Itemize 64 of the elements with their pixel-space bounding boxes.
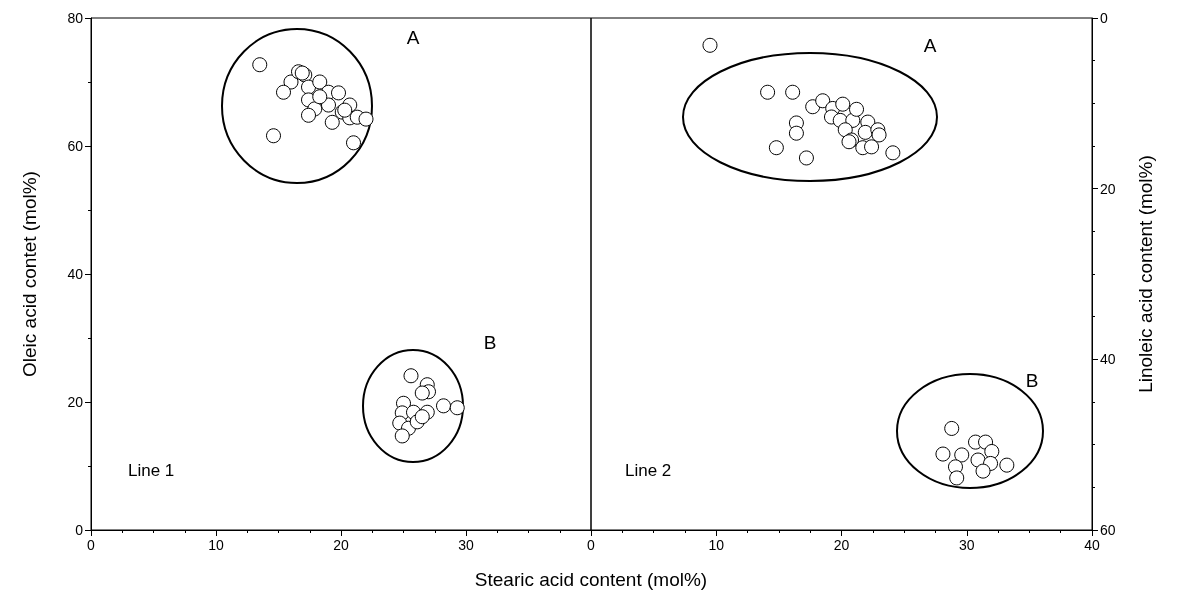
point (312, 74, 328, 90)
point (871, 127, 887, 143)
point (324, 114, 340, 130)
y-axis-title: Oleic acid contet (mol%) (19, 171, 40, 377)
point (949, 470, 965, 486)
point (252, 57, 268, 73)
point (702, 37, 718, 53)
point (835, 96, 851, 112)
point (935, 446, 951, 462)
point (760, 84, 776, 100)
x-tick-label: 10 (208, 537, 224, 553)
x-tick-label: 0 (87, 537, 96, 553)
point (403, 368, 419, 384)
point (301, 107, 316, 123)
x-tick-label: 0 (587, 537, 596, 553)
point (346, 135, 361, 151)
y2-axis-title: Linoleic acid content (mol%) (1135, 155, 1156, 393)
y-tick-label: 20 (67, 394, 84, 410)
x-tick-label: 20 (333, 537, 349, 553)
annotation: A (406, 26, 420, 48)
point (798, 150, 814, 166)
y2-tick-label: 40 (1100, 351, 1116, 368)
x-tick-label: 30 (958, 537, 975, 553)
x-tick-label: 30 (458, 537, 474, 553)
point (436, 398, 451, 414)
point (358, 111, 374, 127)
y-tick-label: 80 (67, 10, 84, 26)
point (449, 400, 465, 416)
point (999, 457, 1015, 473)
annotation: A (923, 34, 937, 56)
y-tick-label: 0 (75, 522, 84, 538)
annotation: Line 2 (625, 460, 672, 480)
annotation: B (483, 331, 497, 353)
y-tick-label: 40 (67, 266, 84, 282)
point (394, 428, 410, 444)
point (312, 89, 328, 105)
point (984, 444, 1000, 459)
point (849, 101, 865, 117)
point (266, 128, 281, 144)
point (768, 140, 784, 156)
y2-tick-label: 0 (1100, 10, 1108, 26)
point (864, 139, 880, 155)
point (414, 409, 430, 425)
point (944, 420, 960, 436)
point (785, 84, 801, 100)
annotation: B (1025, 369, 1039, 391)
point (857, 124, 873, 140)
point (954, 447, 970, 463)
point (331, 85, 346, 101)
y2-tick-label: 60 (1100, 522, 1116, 538)
point (975, 463, 991, 479)
point (788, 125, 804, 141)
annotation: Line 1 (128, 460, 175, 480)
point (276, 84, 291, 100)
x-tick-label: 40 (1084, 537, 1100, 553)
y-tick-label: 60 (67, 138, 84, 154)
x-axis-title: Stearic acid content (mol%) (474, 569, 708, 590)
point (885, 145, 901, 161)
x-tick-label: 20 (833, 537, 850, 553)
y2-tick-label: 20 (1100, 180, 1116, 197)
point (321, 97, 336, 113)
point (815, 93, 831, 109)
x-tick-label: 10 (708, 537, 725, 553)
point (414, 385, 430, 401)
